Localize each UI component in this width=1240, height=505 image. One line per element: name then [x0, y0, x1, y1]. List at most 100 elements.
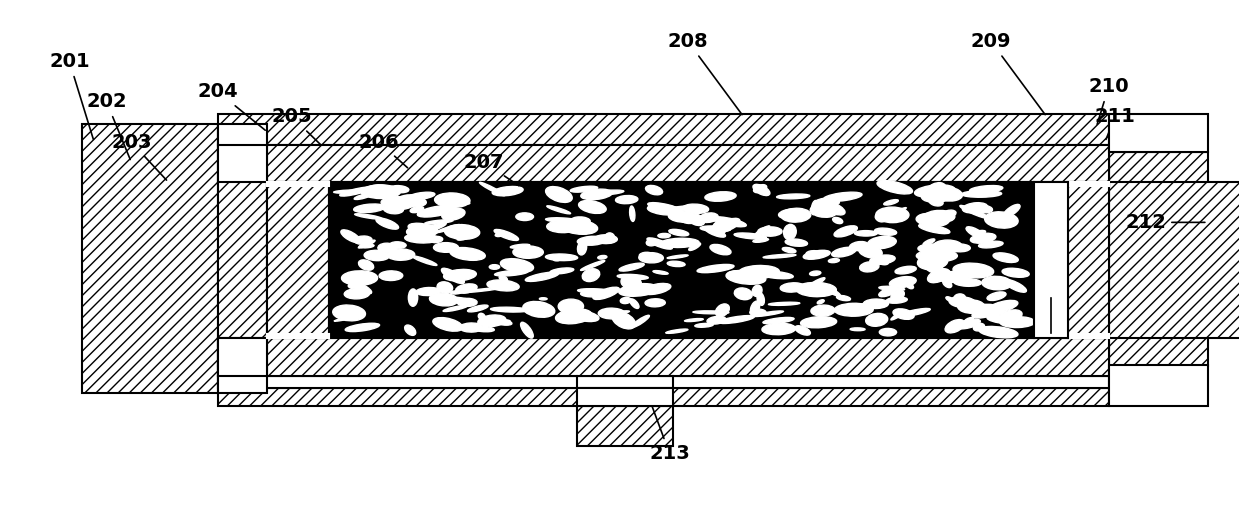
Ellipse shape [449, 200, 470, 205]
Ellipse shape [753, 238, 769, 242]
Bar [268, 144, 1109, 182]
Ellipse shape [694, 323, 713, 327]
Ellipse shape [689, 216, 704, 226]
Ellipse shape [492, 319, 512, 325]
Ellipse shape [924, 211, 955, 223]
Ellipse shape [763, 318, 794, 324]
Bar [218, 124, 268, 152]
Bar [1068, 182, 1109, 186]
Ellipse shape [661, 238, 699, 247]
Ellipse shape [668, 211, 697, 222]
Ellipse shape [921, 192, 949, 203]
Ellipse shape [929, 197, 944, 206]
Ellipse shape [884, 199, 899, 205]
Ellipse shape [875, 214, 885, 222]
Ellipse shape [658, 233, 671, 238]
Ellipse shape [495, 270, 528, 276]
Ellipse shape [603, 311, 630, 316]
Ellipse shape [458, 298, 477, 307]
Ellipse shape [801, 317, 837, 328]
Ellipse shape [429, 236, 443, 242]
Ellipse shape [348, 283, 362, 289]
Ellipse shape [754, 185, 766, 193]
Ellipse shape [450, 290, 463, 294]
Ellipse shape [458, 235, 469, 240]
Ellipse shape [667, 261, 684, 267]
Text: 205: 205 [272, 108, 321, 145]
Ellipse shape [480, 182, 505, 196]
Ellipse shape [753, 311, 784, 317]
Ellipse shape [653, 271, 668, 274]
Bar [1109, 115, 1208, 152]
Bar [1109, 182, 1240, 338]
Ellipse shape [593, 287, 619, 299]
Ellipse shape [407, 225, 438, 238]
Ellipse shape [492, 186, 523, 196]
Ellipse shape [954, 263, 993, 278]
Ellipse shape [558, 299, 584, 314]
Ellipse shape [404, 325, 415, 335]
Ellipse shape [916, 213, 950, 226]
Ellipse shape [450, 247, 485, 261]
Ellipse shape [776, 194, 810, 199]
Ellipse shape [954, 294, 966, 302]
Ellipse shape [477, 315, 506, 327]
Ellipse shape [811, 305, 835, 316]
Ellipse shape [688, 243, 701, 250]
Ellipse shape [516, 213, 533, 221]
Ellipse shape [467, 305, 489, 312]
Ellipse shape [381, 197, 412, 208]
Ellipse shape [345, 288, 370, 299]
Ellipse shape [832, 247, 856, 257]
Bar [577, 388, 673, 406]
Ellipse shape [491, 307, 529, 312]
Ellipse shape [397, 196, 427, 207]
Ellipse shape [335, 315, 361, 321]
Ellipse shape [570, 217, 590, 225]
Ellipse shape [619, 284, 658, 296]
Ellipse shape [810, 205, 837, 217]
Ellipse shape [494, 229, 518, 240]
Ellipse shape [580, 221, 588, 224]
Ellipse shape [631, 315, 650, 328]
Ellipse shape [594, 235, 618, 243]
Ellipse shape [728, 271, 759, 281]
Text: 212: 212 [1126, 213, 1205, 232]
Ellipse shape [750, 301, 760, 315]
Bar [218, 115, 1109, 144]
Ellipse shape [782, 247, 796, 252]
Ellipse shape [826, 288, 841, 296]
Ellipse shape [890, 208, 906, 216]
Ellipse shape [684, 319, 703, 322]
Bar [218, 144, 268, 182]
Ellipse shape [950, 244, 971, 252]
Text: 208: 208 [667, 32, 742, 115]
Bar [218, 338, 268, 376]
Ellipse shape [712, 221, 727, 235]
Ellipse shape [971, 233, 996, 243]
Text: 206: 206 [358, 132, 408, 168]
Bar [1068, 182, 1109, 338]
Ellipse shape [977, 206, 992, 213]
Ellipse shape [704, 192, 737, 201]
Ellipse shape [784, 224, 796, 240]
Ellipse shape [434, 193, 470, 208]
Ellipse shape [630, 299, 639, 309]
Ellipse shape [613, 312, 635, 329]
Ellipse shape [890, 290, 904, 300]
Ellipse shape [854, 300, 879, 308]
Bar [330, 182, 1034, 338]
Ellipse shape [636, 286, 658, 295]
Ellipse shape [972, 306, 1006, 316]
Ellipse shape [987, 315, 1017, 324]
Ellipse shape [362, 185, 401, 198]
Ellipse shape [444, 269, 476, 281]
Ellipse shape [713, 217, 746, 227]
Ellipse shape [823, 192, 862, 201]
Ellipse shape [639, 252, 663, 263]
Ellipse shape [893, 309, 914, 319]
Ellipse shape [408, 289, 418, 307]
Ellipse shape [828, 259, 839, 263]
Ellipse shape [490, 265, 500, 269]
Ellipse shape [753, 285, 763, 296]
